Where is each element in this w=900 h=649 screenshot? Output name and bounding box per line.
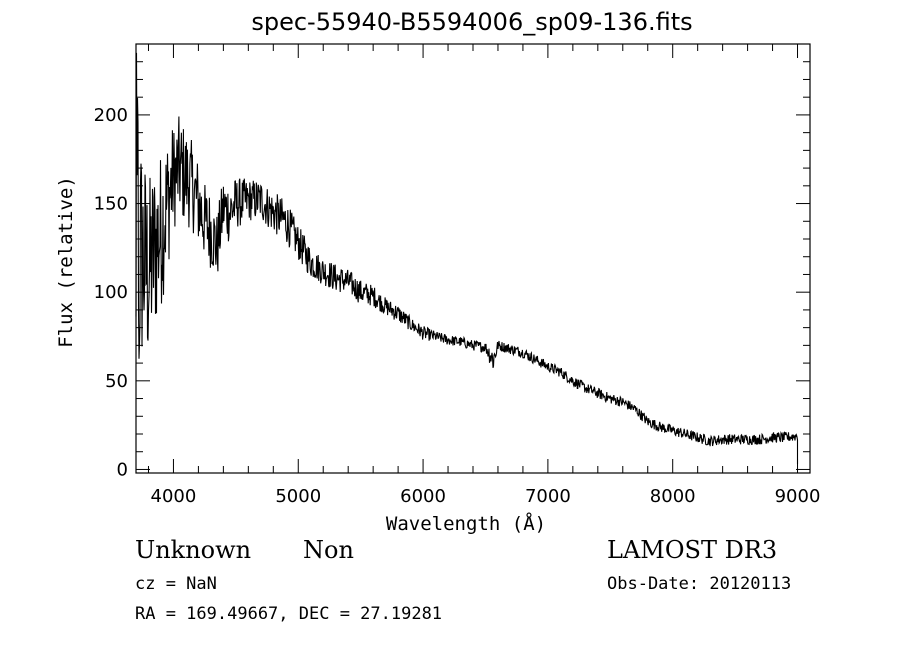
chart-title: spec-55940-B5594006_sp09-136.fits [251, 8, 693, 36]
y-tick-label: 0 [117, 459, 128, 480]
flux-series-line [135, 52, 799, 465]
tick-labels: 4000 5000 6000 7000 8000 9000 0 50 100 150 200 [94, 105, 821, 507]
survey-label: LAMOST DR3 [607, 536, 778, 564]
x-tick-label: 9000 [775, 486, 821, 507]
class-label: Unknown [135, 536, 252, 564]
subclass-label: Non [303, 536, 354, 564]
x-tick-label: 8000 [650, 486, 696, 507]
coordinates: RA = 169.49667, DEC = 27.19281 [135, 604, 443, 624]
x-axis-label: Wavelength (Å) [386, 512, 546, 535]
x-tick-label: 7000 [525, 486, 571, 507]
y-tick-label: 150 [94, 194, 128, 215]
obs-date: Obs-Date: 20120113 [607, 574, 792, 594]
y-tick-label: 50 [105, 371, 128, 392]
redshift-value: cz = NaN [135, 574, 217, 594]
x-tick-label: 6000 [400, 486, 446, 507]
major-ticks [136, 44, 810, 473]
y-tick-label: 200 [94, 105, 128, 126]
y-tick-label: 100 [94, 282, 128, 303]
x-tick-label: 4000 [151, 486, 197, 507]
y-axis-label: Flux (relative) [55, 176, 77, 348]
minor-ticks [136, 44, 810, 473]
plot-frame [135, 43, 811, 474]
x-tick-label: 5000 [275, 486, 321, 507]
